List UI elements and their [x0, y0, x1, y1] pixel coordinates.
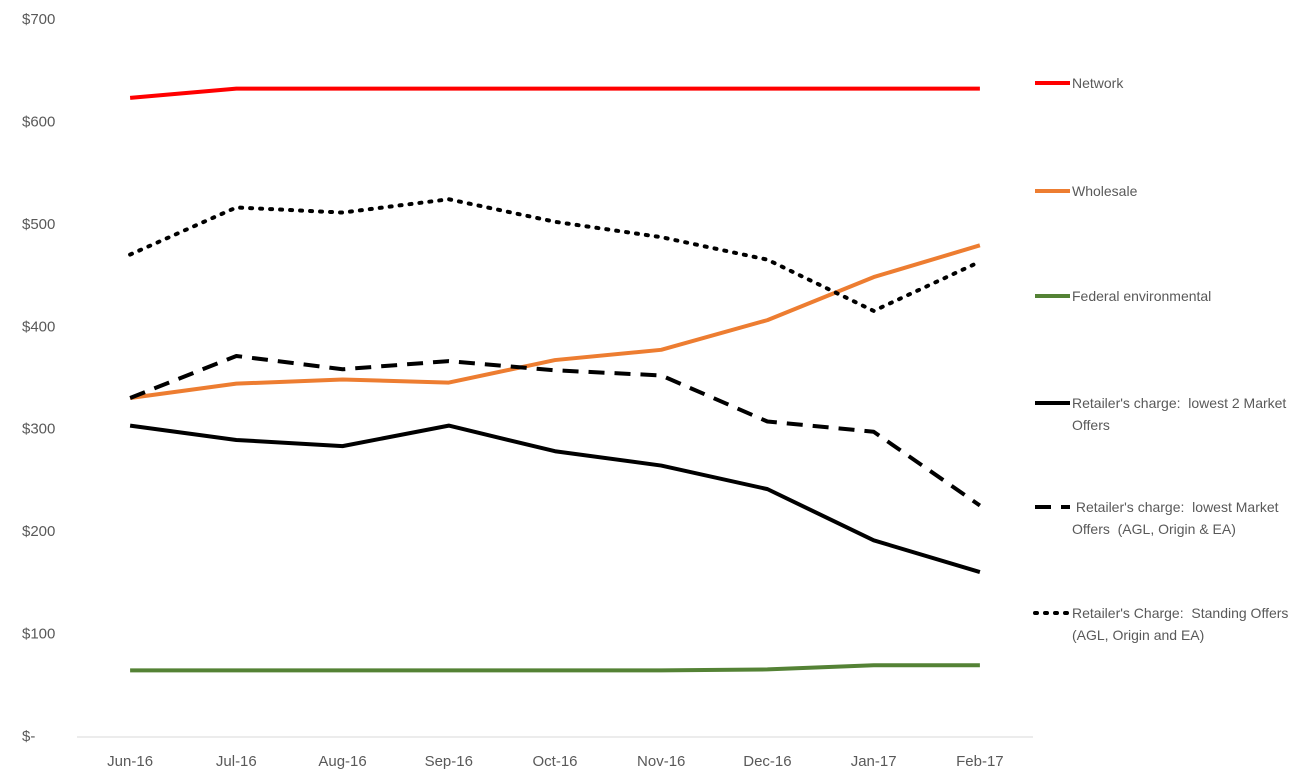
- x-tick-label: Jul-16: [216, 753, 257, 770]
- x-tick-label: Nov-16: [637, 753, 685, 770]
- y-tick-label: $400: [22, 318, 55, 335]
- legend-label: Retailer's charge: lowest Market Offers …: [1072, 499, 1283, 537]
- series-line: [130, 663, 980, 673]
- legend-label: Network: [1072, 75, 1124, 91]
- y-tick-label: $-: [22, 728, 35, 745]
- y-tick-label: $700: [22, 11, 55, 28]
- y-tick-label: $100: [22, 626, 55, 643]
- x-tick-label: Jun-16: [107, 753, 153, 770]
- y-tick-label: $300: [22, 421, 55, 438]
- series-line: [129, 243, 981, 400]
- x-tick-label: Aug-16: [318, 753, 366, 770]
- legend-label: Federal environmental: [1072, 288, 1212, 304]
- legend-label: Wholesale: [1072, 183, 1138, 199]
- x-tick-label: Dec-16: [743, 753, 791, 770]
- x-tick-label: Sep-16: [425, 753, 473, 770]
- series-line: [128, 197, 982, 313]
- series-line: [129, 353, 982, 508]
- legend-label: Retailer's Charge: Standing Offers (AGL,…: [1072, 605, 1293, 643]
- series-line: [129, 423, 981, 575]
- legend-label: Retailer's charge: lowest 2 Market Offer…: [1072, 395, 1291, 433]
- y-tick-label: $500: [22, 216, 55, 233]
- x-tick-label: Oct-16: [532, 753, 577, 770]
- y-tick-label: $600: [22, 113, 55, 130]
- series-line: [129, 86, 980, 100]
- x-tick-label: Jan-17: [851, 753, 897, 770]
- x-tick-label: Feb-17: [956, 753, 1004, 770]
- y-tick-label: $200: [22, 523, 55, 540]
